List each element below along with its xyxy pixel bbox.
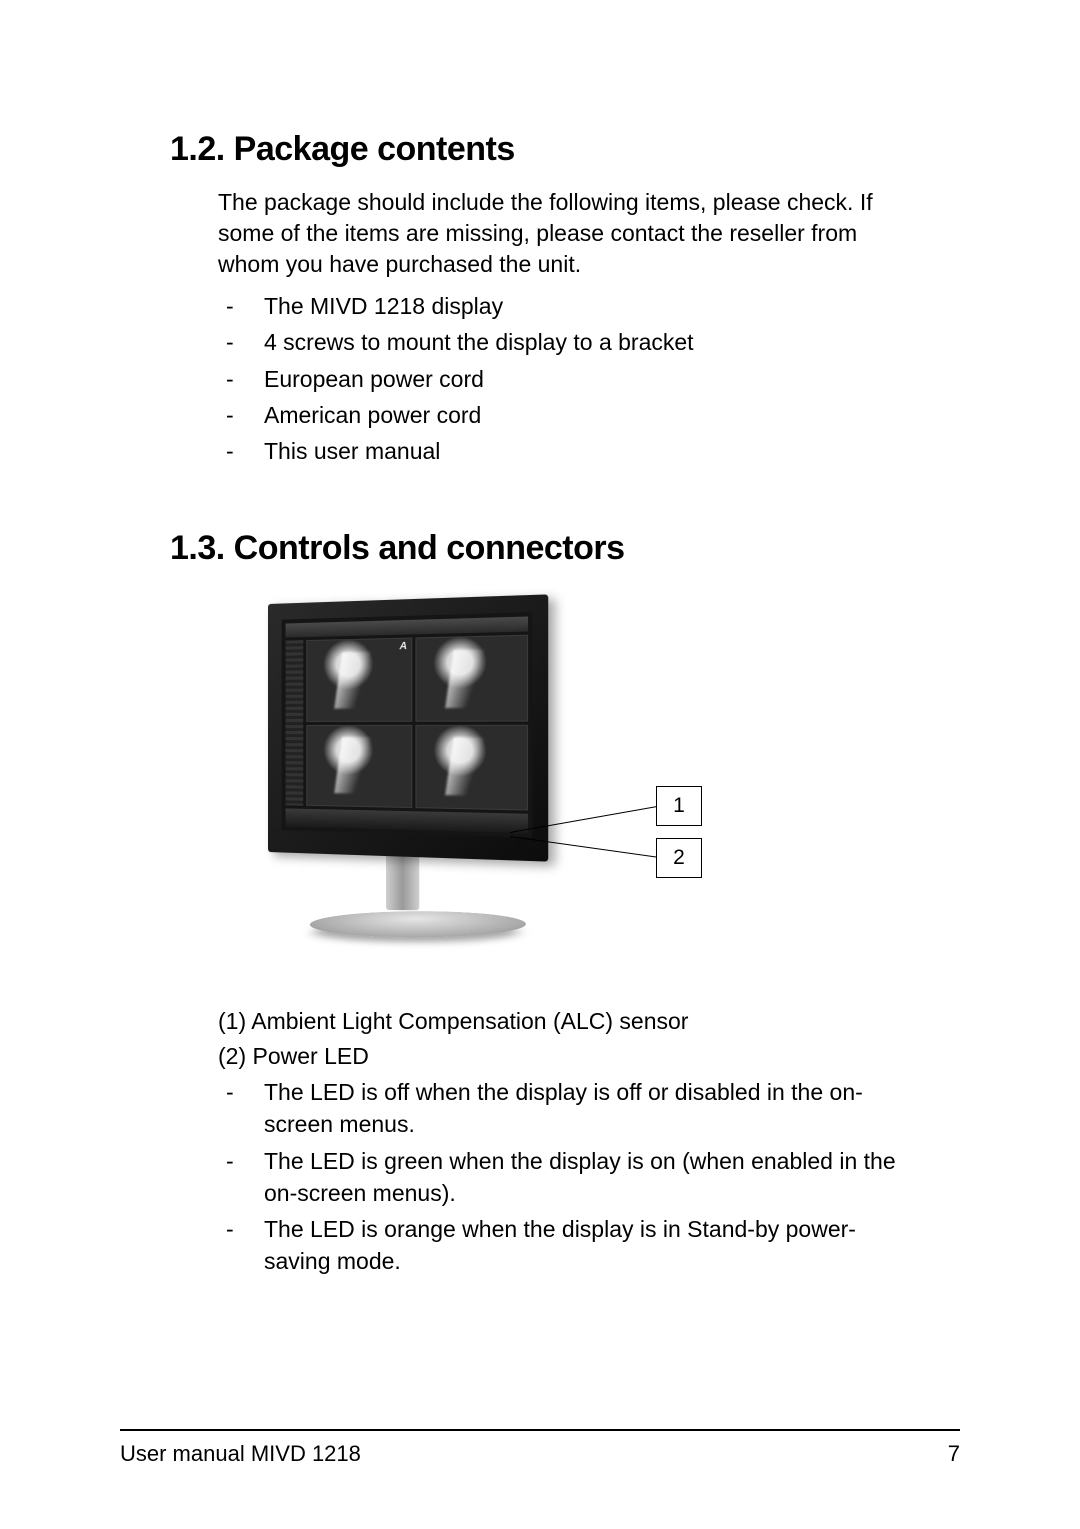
monitor-illustration: A (248, 598, 578, 978)
monitor-screen: A (282, 612, 533, 837)
footer-rule (120, 1429, 960, 1431)
callout-label-2: (2) Power LED (218, 1041, 920, 1072)
list-item: The LED is orange when the display is in… (218, 1213, 920, 1277)
monitor-figure: A 1 2 (248, 598, 808, 978)
list-item: 4 screws to mount the display to a brack… (218, 326, 920, 358)
callout-2: 2 (656, 838, 702, 878)
monitor-stand-base (305, 911, 526, 938)
screen-bottombar (286, 808, 528, 833)
list-item: European power cord (218, 363, 920, 395)
list-item: The MIVD 1218 display (218, 290, 920, 322)
screen-pane: A (306, 638, 412, 722)
page: 1.2. Package contents The package should… (120, 0, 960, 1529)
heading-1-2: 1.2. Package contents (170, 130, 960, 169)
footer-page-number: 7 (948, 1441, 960, 1467)
screen-badge: A (400, 641, 408, 653)
section12-intro: The package should include the following… (218, 187, 920, 280)
list-item: The LED is off when the display is off o… (218, 1076, 920, 1140)
list-item: The LED is green when the display is on … (218, 1145, 920, 1209)
monitor-stand-neck (386, 848, 419, 911)
screen-sidebar (286, 640, 304, 806)
footer-left: User manual MIVD 1218 (120, 1441, 361, 1467)
section12-list: The MIVD 1218 display 4 screws to mount … (218, 290, 920, 467)
led-behaviour-list: The LED is off when the display is off o… (218, 1076, 920, 1277)
screen-pane (415, 724, 528, 810)
heading-1-3: 1.3. Controls and connectors (170, 529, 960, 568)
screen-topbar (286, 617, 528, 638)
page-footer: User manual MIVD 1218 7 (120, 1441, 960, 1467)
screen-pane (415, 635, 528, 722)
list-item: American power cord (218, 399, 920, 431)
callout-label-1: (1) Ambient Light Compensation (ALC) sen… (218, 1006, 920, 1037)
screen-pane (306, 724, 412, 808)
callout-1: 1 (656, 786, 702, 826)
list-item: This user manual (218, 435, 920, 467)
monitor-bezel: A (268, 594, 548, 861)
